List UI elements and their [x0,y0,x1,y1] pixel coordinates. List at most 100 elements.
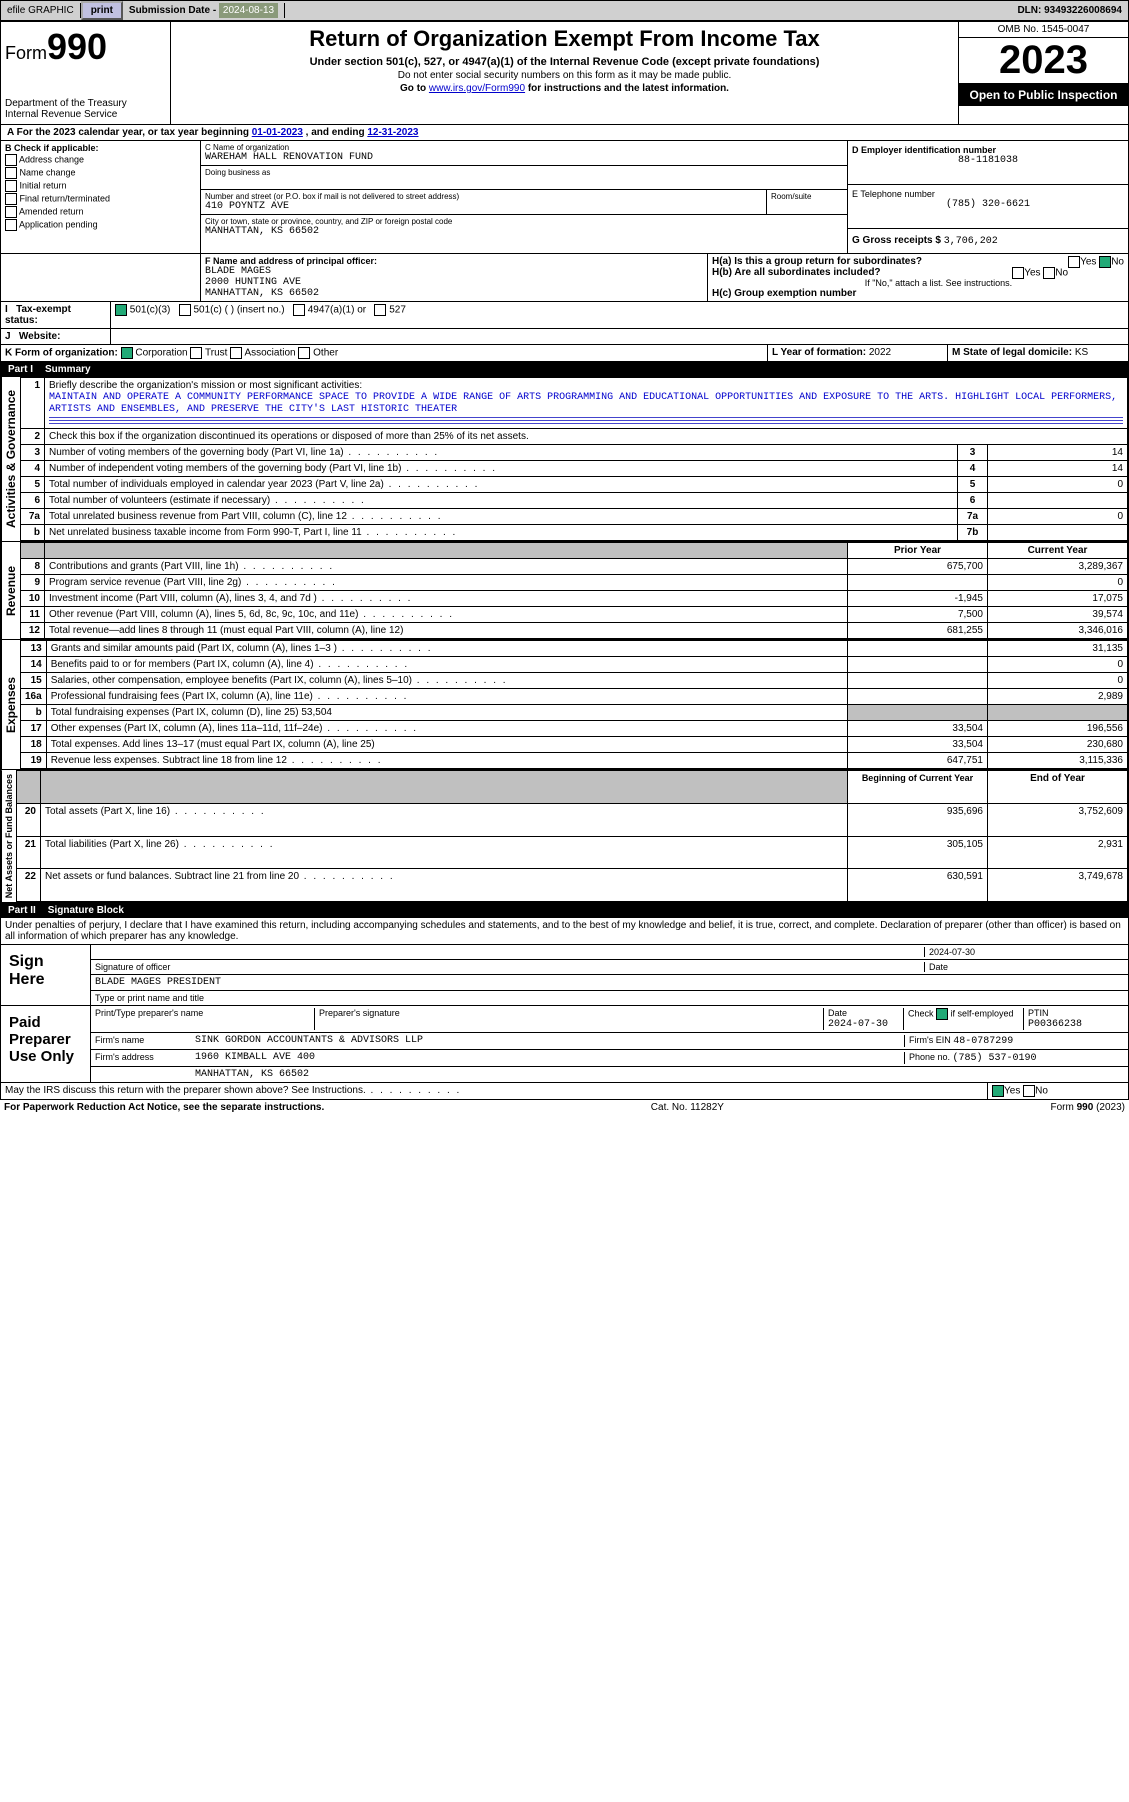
current-year-hdr: Current Year [988,543,1128,559]
v6 [988,493,1128,509]
chk-discuss-yes[interactable] [992,1085,1004,1097]
part1-num: Part I [8,364,33,375]
f-left-pad [1,254,201,301]
netassets-table: Beginning of Current YearEnd of Year 20T… [16,770,1128,902]
n15: 15 [21,673,47,689]
t16b: Total fundraising expenses (Part IX, col… [46,705,847,721]
row-13: 13Grants and similar amounts paid (Part … [21,641,1128,657]
ha-no: No [1111,257,1124,268]
m-label: M State of legal domicile: [952,347,1075,358]
k-label: K Form of organization: [5,348,118,359]
chk-501c3[interactable] [115,304,127,316]
chk-assoc[interactable] [230,347,242,359]
section-l: L Year of formation: 2022 [768,345,948,361]
line-a: A For the 2023 calendar year, or tax yea… [0,125,1129,141]
hb-no: No [1055,268,1068,279]
opt-addr: Address change [19,154,84,164]
addr-label: Number and street (or P.O. box if mail i… [205,192,762,201]
org-name: WAREHAM HALL RENOVATION FUND [205,152,843,163]
expenses-table: 13Grants and similar amounts paid (Part … [20,640,1128,769]
t13: Grants and similar amounts paid (Part IX… [46,641,847,657]
print-button[interactable]: print [81,1,123,20]
h-a: H(a) Is this a group return for subordin… [712,256,1124,267]
chk-name-change[interactable]: Name change [5,167,196,179]
a-mid: , and ending [306,127,368,138]
chk-initial-return[interactable]: Initial return [5,180,196,192]
p16b [848,705,988,721]
top-bar: efile GRAPHIC print Submission Date - 20… [0,0,1129,21]
vlabel-governance: Activities & Governance [1,377,20,541]
t7a: Total unrelated business revenue from Pa… [45,509,958,525]
t6: Total number of volunteers (estimate if … [45,493,958,509]
c21: 2,931 [988,836,1128,869]
header-mid: Return of Organization Exempt From Incom… [171,22,958,124]
c22: 3,749,678 [988,869,1128,902]
i-text: Tax-exempt status: [5,304,71,326]
section-m: M State of legal domicile: KS [948,345,1128,361]
chk-self-emp[interactable] [936,1008,948,1020]
f-label: F Name and address of principal officer: [205,256,703,266]
section-h: H(a) Is this a group return for subordin… [708,254,1128,301]
row-16a: 16aProfessional fundraising fees (Part I… [21,689,1128,705]
footer-990: 990 [1077,1102,1094,1113]
chk-corp[interactable] [121,347,133,359]
dln-label: DLN: [1017,5,1044,16]
e-label: E Telephone number [852,189,1124,199]
prep-name-hdr: Print/Type preparer's name [95,1008,315,1030]
chk-address-change[interactable]: Address change [5,154,196,166]
chk-501c[interactable] [179,304,191,316]
p18: 33,504 [848,737,988,753]
chk-app-pending[interactable]: Application pending [5,219,196,231]
chk-4947[interactable] [293,304,305,316]
c16b [988,705,1128,721]
chk-other[interactable] [298,347,310,359]
n18: 18 [21,737,47,753]
irs-url-link[interactable]: www.irs.gov/Form990 [429,83,525,94]
t14: Benefits paid to or for members (Part IX… [46,657,847,673]
c-name-label: C Name of organization [205,143,843,152]
dept-treasury: Department of the Treasury [5,98,166,109]
chk-amended[interactable]: Amended return [5,206,196,218]
header-right: OMB No. 1545-0047 2023 Open to Public In… [958,22,1128,124]
c16a: 2,989 [988,689,1128,705]
firm-phone: (785) 537-0190 [953,1053,1037,1064]
bcdeg-block: B Check if applicable: Address change Na… [0,141,1129,254]
city-state-zip: MANHATTAN, KS 66502 [205,226,843,237]
sign-date: 2024-07-30 [924,947,1124,957]
perjury-text: Under penalties of perjury, I declare th… [0,918,1129,945]
row-7b: bNet unrelated business taxable income f… [21,525,1128,541]
row-11: 11Other revenue (Part VIII, column (A), … [21,607,1128,623]
row-7a: 7aTotal unrelated business revenue from … [21,509,1128,525]
opt-amend: Amended return [19,206,84,216]
prep-body: Print/Type preparer's name Preparer's si… [91,1006,1128,1082]
g-label: G Gross receipts $ [852,235,944,246]
chk-final-return[interactable]: Final return/terminated [5,193,196,205]
p15 [848,673,988,689]
h-c: H(c) Group exemption number [712,288,1124,299]
n22: 22 [17,869,41,902]
sign-here-block: Sign Here 2024-07-30 Signature of office… [0,945,1129,1006]
b4: 4 [958,461,988,477]
t4: Number of independent voting members of … [45,461,958,477]
city-label: City or town, state or province, country… [205,217,843,226]
firm-ein-label: Firm's EIN [909,1035,953,1045]
ij-block: I Tax-exempt status: 501(c)(3) 501(c) ( … [0,302,1129,329]
p9 [848,575,988,591]
officer-printed: BLADE MAGES PRESIDENT [95,977,221,988]
t11: Other revenue (Part VIII, column (A), li… [45,607,848,623]
year-formed: 2022 [869,347,891,358]
part2-header: Part II Signature Block [0,903,1129,918]
chk-trust[interactable] [190,347,202,359]
b3: 3 [958,445,988,461]
chk-527[interactable] [374,304,386,316]
n20: 20 [17,803,41,836]
row-4: 4Number of independent voting members of… [21,461,1128,477]
c14: 0 [988,657,1128,673]
part1-header: Part I Summary [0,362,1129,377]
date-label: Date [924,962,1124,972]
chk-discuss-no[interactable] [1023,1085,1035,1097]
t3: Number of voting members of the governin… [45,445,958,461]
n8: 8 [21,559,45,575]
hc-label: H(c) Group exemption number [712,288,856,299]
firm-phone-label: Phone no. [909,1052,953,1062]
